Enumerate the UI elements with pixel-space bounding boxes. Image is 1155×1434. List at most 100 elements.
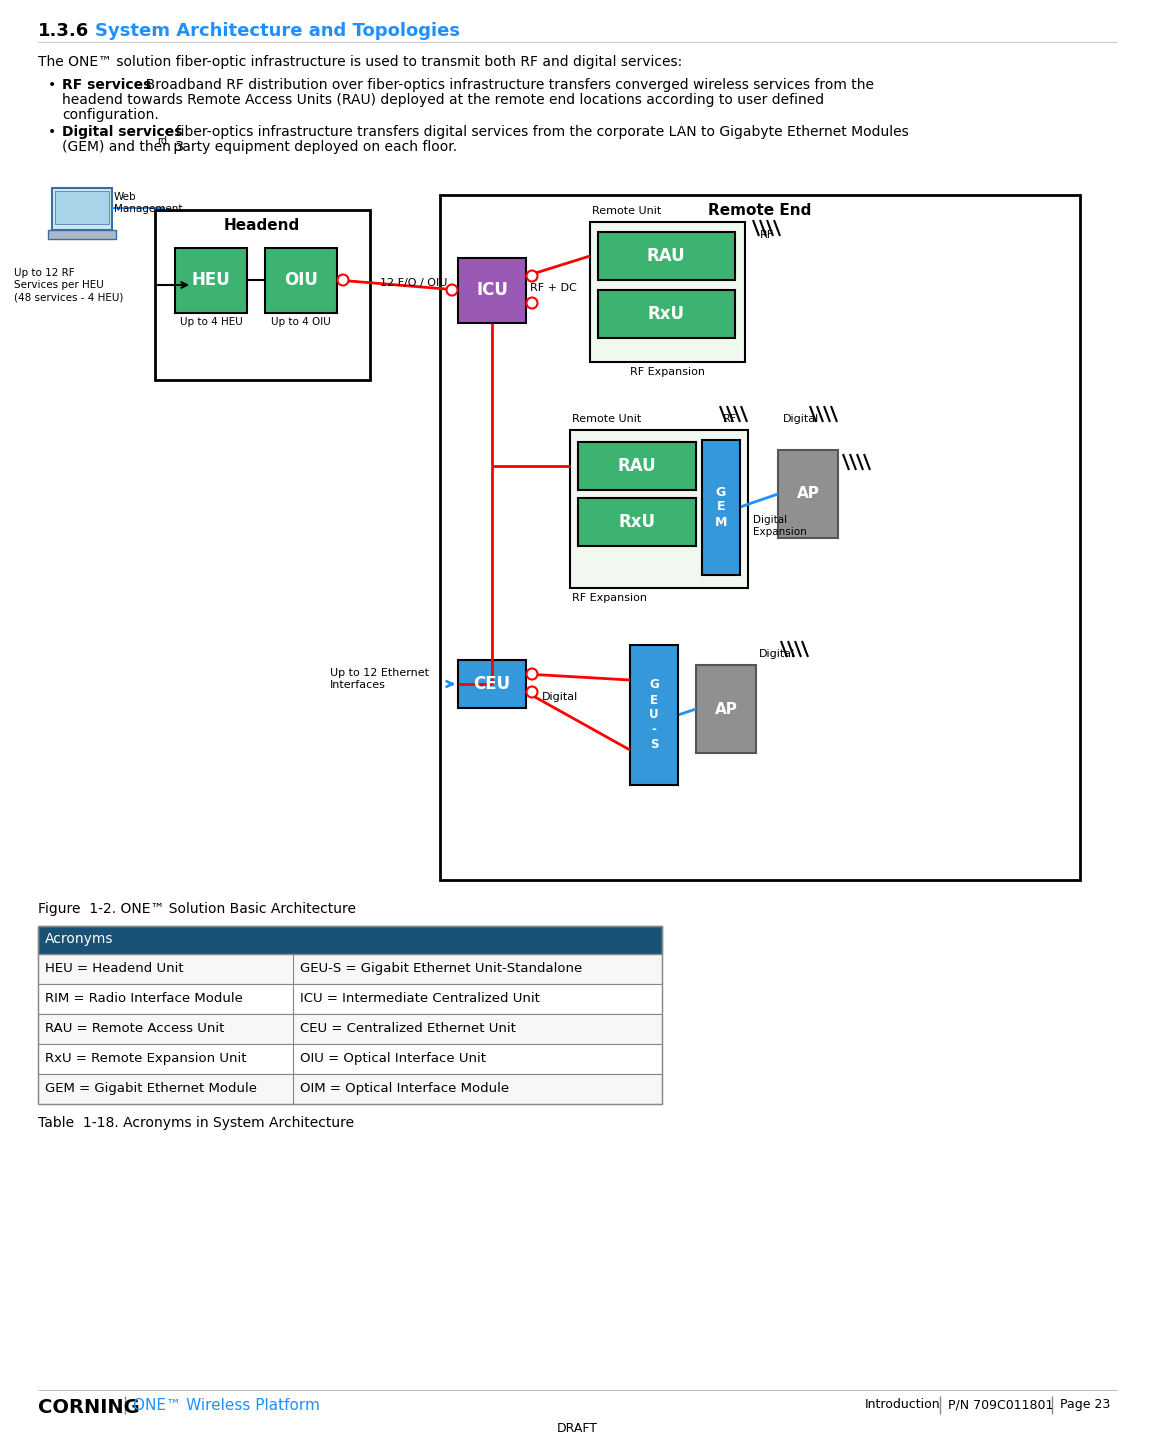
Text: Management: Management <box>114 204 182 214</box>
Text: G
E
U
-
S: G E U - S <box>649 678 658 751</box>
Text: RxU: RxU <box>648 305 685 323</box>
Text: CEU = Centralized Ethernet Unit: CEU = Centralized Ethernet Unit <box>300 1022 516 1035</box>
Text: HEU = Headend Unit: HEU = Headend Unit <box>45 962 184 975</box>
Text: Up to 4 HEU: Up to 4 HEU <box>180 317 243 327</box>
Text: ONE™ Wireless Platform: ONE™ Wireless Platform <box>133 1398 320 1412</box>
Text: RF: RF <box>760 229 774 239</box>
Text: Up to 12 Ethernet: Up to 12 Ethernet <box>330 668 429 678</box>
Circle shape <box>447 284 457 295</box>
Text: RxU = Remote Expansion Unit: RxU = Remote Expansion Unit <box>45 1053 246 1065</box>
Text: OIM = Optical Interface Module: OIM = Optical Interface Module <box>300 1083 509 1096</box>
Text: CORNING: CORNING <box>38 1398 140 1417</box>
Bar <box>155 209 370 380</box>
Text: GEM = Gigabit Ethernet Module: GEM = Gigabit Ethernet Module <box>45 1083 258 1096</box>
Text: Table  1-18. Acronyms in System Architecture: Table 1-18. Acronyms in System Architect… <box>38 1116 355 1130</box>
Text: RAU: RAU <box>647 247 685 265</box>
Circle shape <box>527 687 537 697</box>
Text: HEU: HEU <box>192 271 230 290</box>
Bar <box>702 440 740 575</box>
Text: Services per HEU: Services per HEU <box>14 280 104 290</box>
Bar <box>38 954 662 984</box>
Text: Headend: Headend <box>224 218 300 232</box>
Bar <box>38 984 662 1014</box>
Text: CEU: CEU <box>474 675 511 693</box>
Bar <box>49 229 116 239</box>
Bar <box>629 645 678 784</box>
Bar <box>38 1014 662 1044</box>
Text: RxU: RxU <box>618 513 656 531</box>
Text: Digital: Digital <box>542 693 579 703</box>
Circle shape <box>527 668 537 680</box>
Text: Interfaces: Interfaces <box>330 680 386 690</box>
Text: rd: rd <box>157 136 167 146</box>
Bar <box>264 248 337 313</box>
Bar <box>590 222 745 361</box>
Text: GEU-S = Gigabit Ethernet Unit-Standalone: GEU-S = Gigabit Ethernet Unit-Standalone <box>300 962 582 975</box>
Bar <box>38 1074 662 1104</box>
Bar <box>598 232 735 280</box>
Circle shape <box>527 271 537 281</box>
Text: 12 F/O / OIU: 12 F/O / OIU <box>380 278 447 288</box>
Text: Expansion: Expansion <box>753 528 806 536</box>
Text: RAU: RAU <box>618 457 656 475</box>
Text: Up to 4 OIU: Up to 4 OIU <box>271 317 330 327</box>
Bar <box>38 926 662 954</box>
Text: ICU: ICU <box>476 281 508 300</box>
Text: RF Expansion: RF Expansion <box>629 367 705 377</box>
Text: Digital services: Digital services <box>62 125 182 139</box>
Text: party equipment deployed on each floor.: party equipment deployed on each floor. <box>169 141 457 153</box>
Text: Digital: Digital <box>783 414 819 424</box>
Text: •: • <box>49 77 57 92</box>
Bar <box>696 665 757 753</box>
Text: Digital: Digital <box>759 650 796 660</box>
Text: RF + DC: RF + DC <box>530 282 576 293</box>
Text: RAU = Remote Access Unit: RAU = Remote Access Unit <box>45 1022 224 1035</box>
Circle shape <box>337 274 349 285</box>
Bar <box>459 258 526 323</box>
Text: Introduction: Introduction <box>865 1398 940 1411</box>
Bar <box>52 188 112 229</box>
Text: AP: AP <box>715 701 737 717</box>
Bar <box>38 1044 662 1074</box>
Text: RF Expansion: RF Expansion <box>573 594 648 604</box>
Text: Up to 12 RF: Up to 12 RF <box>14 268 75 278</box>
Text: headend towards Remote Access Units (RAU) deployed at the remote end locations a: headend towards Remote Access Units (RAU… <box>62 93 825 108</box>
Text: 1.3.6: 1.3.6 <box>38 22 89 40</box>
Text: ICU = Intermediate Centralized Unit: ICU = Intermediate Centralized Unit <box>300 992 539 1005</box>
Text: configuration.: configuration. <box>62 108 158 122</box>
Text: Acronyms: Acronyms <box>45 932 113 946</box>
Bar <box>55 191 109 224</box>
Bar <box>598 290 735 338</box>
Text: – Broadband RF distribution over fiber-optics infrastructure transfers converged: – Broadband RF distribution over fiber-o… <box>129 77 873 92</box>
Text: •: • <box>49 125 57 139</box>
Bar <box>578 498 696 546</box>
Text: AP: AP <box>797 486 819 502</box>
Text: OIU = Optical Interface Unit: OIU = Optical Interface Unit <box>300 1053 486 1065</box>
Text: G
E
M: G E M <box>715 486 728 529</box>
Text: OIU: OIU <box>284 271 318 290</box>
Bar <box>571 430 748 588</box>
Bar <box>778 450 839 538</box>
Text: Digital: Digital <box>753 515 787 525</box>
Text: Remote End: Remote End <box>708 204 812 218</box>
Bar <box>440 195 1080 880</box>
Text: Remote Unit: Remote Unit <box>593 206 662 217</box>
Bar <box>459 660 526 708</box>
Bar <box>38 926 662 1104</box>
Bar <box>578 442 696 490</box>
Text: Figure  1-2. ONE™ Solution Basic Architecture: Figure 1-2. ONE™ Solution Basic Architec… <box>38 902 356 916</box>
Text: – fiber-optics infrastructure transfers digital services from the corporate LAN : – fiber-optics infrastructure transfers … <box>161 125 909 139</box>
Bar <box>176 248 247 313</box>
Text: (GEM) and then 3: (GEM) and then 3 <box>62 141 184 153</box>
Text: (48 services - 4 HEU): (48 services - 4 HEU) <box>14 293 124 303</box>
Text: P/N 709C011801: P/N 709C011801 <box>948 1398 1053 1411</box>
Text: System Architecture and Topologies: System Architecture and Topologies <box>95 22 460 40</box>
Text: RF services: RF services <box>62 77 151 92</box>
Text: RF: RF <box>723 414 737 424</box>
Text: RIM = Radio Interface Module: RIM = Radio Interface Module <box>45 992 243 1005</box>
Circle shape <box>527 297 537 308</box>
Text: The ONE™ solution fiber-optic infrastructure is used to transmit both RF and dig: The ONE™ solution fiber-optic infrastruc… <box>38 54 683 69</box>
Text: DRAFT: DRAFT <box>557 1423 597 1434</box>
Text: Web: Web <box>114 192 136 202</box>
Text: Page 23: Page 23 <box>1060 1398 1110 1411</box>
